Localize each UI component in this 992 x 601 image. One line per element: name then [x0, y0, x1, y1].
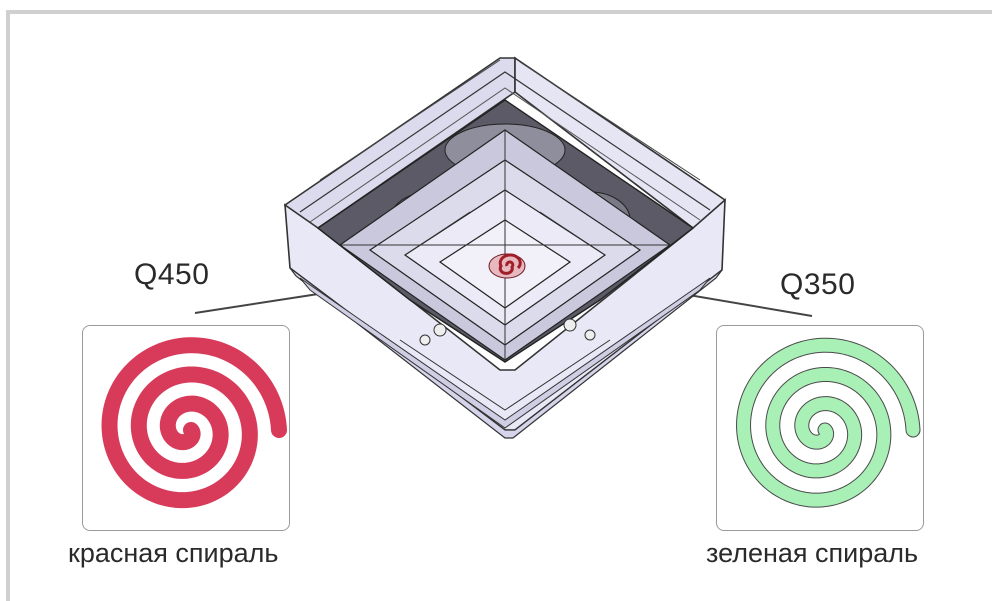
green-spiral-swatch — [716, 325, 924, 531]
red-spiral-swatch — [82, 325, 290, 531]
red-spiral-icon — [101, 337, 287, 509]
caption-green-spiral: зеленая спираль — [706, 538, 919, 568]
diffuser-housing — [284, 56, 726, 439]
frame-left-edge — [6, 10, 10, 601]
model-label-q450: Q450 — [134, 258, 210, 291]
model-label-q350: Q350 — [780, 268, 856, 301]
diffuser-bottom-panel — [299, 277, 711, 429]
green-spiral-icon — [736, 337, 921, 508]
caption-red-spiral: красная спираль — [68, 538, 279, 568]
frame-top-edge — [6, 10, 992, 14]
center-spiral-icon — [488, 253, 526, 279]
